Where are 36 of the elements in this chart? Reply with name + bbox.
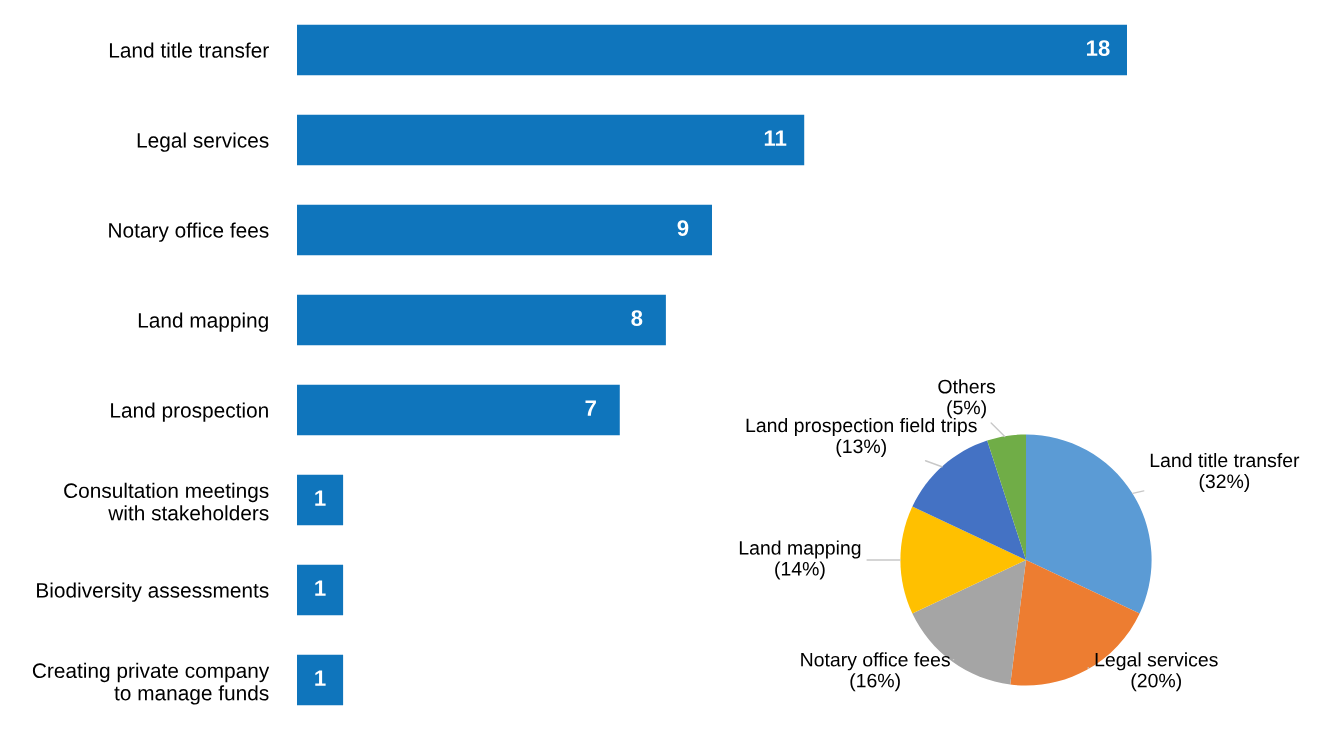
- slice-label: Land prospection field trips: [746, 417, 977, 437]
- data-label: 9: [677, 220, 689, 236]
- slice-label: Land title transfer: [1150, 452, 1300, 468]
- y-tick-label: Land prospection: [111, 402, 268, 422]
- y-tick-label: Land mapping: [138, 312, 268, 332]
- data-label: (16%): [850, 673, 900, 692]
- data-label: (20%): [1131, 673, 1181, 692]
- bar: [297, 474, 344, 526]
- data-label: 18: [1086, 40, 1110, 56]
- data-label: 1: [315, 580, 326, 596]
- slice-label: Notary office fees: [801, 652, 950, 671]
- bar: [297, 564, 344, 616]
- y-tick-label: Biodiversity assessments: [37, 582, 269, 602]
- data-label: 1: [315, 670, 326, 686]
- slice-label: Land mapping: [739, 540, 861, 559]
- data-label: (14%): [775, 561, 825, 580]
- data-label: 11: [764, 130, 787, 146]
- slice-label: Others: [938, 379, 996, 394]
- bar: [297, 24, 1127, 76]
- data-label: 1: [315, 490, 326, 506]
- bar: [297, 204, 712, 256]
- data-label: (13%): [836, 438, 886, 458]
- bar: [297, 654, 344, 706]
- y-tick-label: Creating private company to manage funds: [32, 662, 270, 705]
- y-tick-label: Notary office fees: [109, 222, 269, 242]
- data-label: 7: [585, 400, 596, 416]
- data-label: (32%): [1199, 473, 1250, 493]
- y-tick-label: Land title transfer: [109, 42, 269, 58]
- bar: [297, 114, 805, 166]
- data-label: (5%): [947, 400, 986, 419]
- bar: [297, 294, 666, 346]
- y-tick-label: Legal services: [137, 132, 269, 152]
- slice-label: Legal services: [1095, 652, 1218, 671]
- bar: [297, 384, 620, 436]
- y-tick-label: Consultation meetings with stakeholders: [64, 482, 269, 521]
- data-label: 8: [631, 310, 643, 326]
